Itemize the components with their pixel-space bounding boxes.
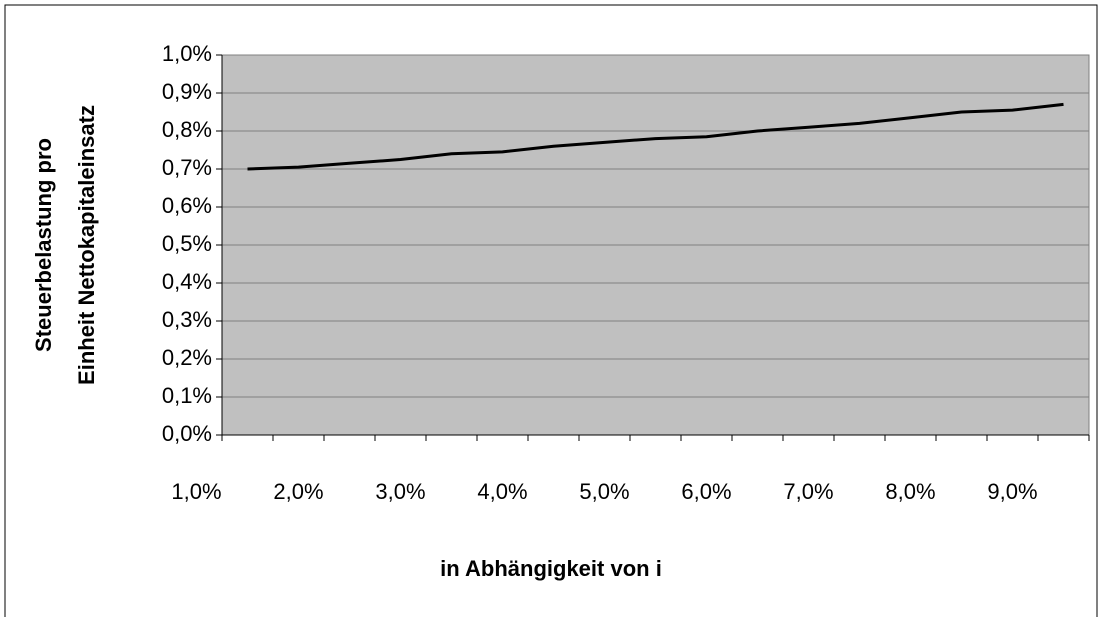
x-tick-label: 3,0% — [375, 479, 425, 504]
data-line — [247, 102, 1064, 171]
y-tick-label: 0,9% — [162, 79, 212, 104]
x-axis-title: in Abhängigkeit von i — [440, 556, 662, 581]
x-tick-label: 8,0% — [885, 479, 935, 504]
y-tick-label: 0,8% — [162, 117, 212, 142]
x-tick-label: 6,0% — [681, 479, 731, 504]
x-tick-label: 5,0% — [579, 479, 629, 504]
y-axis-title: Steuerbelastung pro — [31, 138, 56, 352]
y-tick-label: 0,1% — [162, 383, 212, 408]
x-tick-label: 4,0% — [477, 479, 527, 504]
x-tick-label: 9,0% — [987, 479, 1037, 504]
y-tick-label: 0,0% — [162, 421, 212, 446]
y-axis-title: Einheit Nettokapitaleinsatz — [74, 105, 99, 385]
y-tick-label: 0,5% — [162, 231, 212, 256]
y-tick-label: 0,3% — [162, 307, 212, 332]
y-tick-label: 0,6% — [162, 193, 212, 218]
x-tick-label: 1,0% — [171, 479, 221, 504]
x-tick-label: 2,0% — [273, 479, 323, 504]
y-tick-label: 0,7% — [162, 155, 212, 180]
y-tick-label: 0,4% — [162, 269, 212, 294]
y-tick-label: 0,2% — [162, 345, 212, 370]
x-tick-label: 7,0% — [783, 479, 833, 504]
chart-frame — [4, 4, 1098, 617]
y-tick-label: 1,0% — [162, 41, 212, 66]
